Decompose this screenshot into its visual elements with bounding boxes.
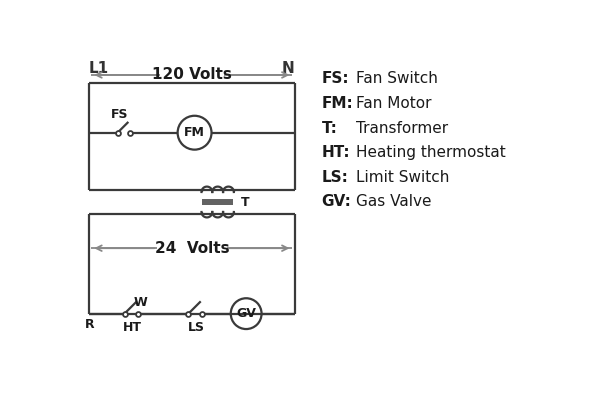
Text: LS: LS <box>188 321 205 334</box>
Text: N: N <box>282 61 294 76</box>
Text: R: R <box>85 318 94 331</box>
Text: Limit Switch: Limit Switch <box>356 170 450 185</box>
Text: FS: FS <box>111 108 129 121</box>
Circle shape <box>178 116 211 150</box>
Text: FS:: FS: <box>322 71 349 86</box>
Text: 24  Volts: 24 Volts <box>155 241 229 256</box>
Text: FM: FM <box>184 126 205 139</box>
Text: HT: HT <box>123 321 142 334</box>
Text: 120 Volts: 120 Volts <box>152 68 232 82</box>
Text: T: T <box>241 196 250 208</box>
Text: T:: T: <box>322 120 337 136</box>
Text: FM:: FM: <box>322 96 353 111</box>
Text: GV: GV <box>236 307 256 320</box>
Text: Fan Switch: Fan Switch <box>356 71 438 86</box>
Text: Heating thermostat: Heating thermostat <box>356 145 506 160</box>
Text: Fan Motor: Fan Motor <box>356 96 432 111</box>
Text: L1: L1 <box>89 61 109 76</box>
Circle shape <box>231 298 261 329</box>
Text: Gas Valve: Gas Valve <box>356 194 432 210</box>
Text: GV:: GV: <box>322 194 352 210</box>
Text: LS:: LS: <box>322 170 349 185</box>
Text: Transformer: Transformer <box>356 120 448 136</box>
Text: HT:: HT: <box>322 145 350 160</box>
Text: W: W <box>134 296 148 309</box>
